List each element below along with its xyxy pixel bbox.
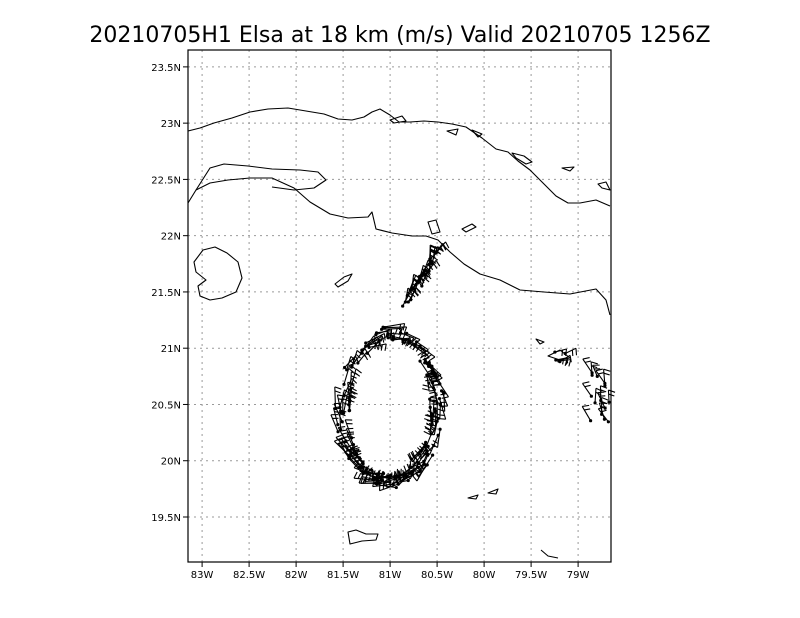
coast-cay-12 (487, 488, 499, 495)
wind-barb (424, 407, 437, 431)
y-tick-label: 23N (161, 119, 181, 130)
coast-cuba-south (187, 177, 611, 316)
x-tick-label: 82W (285, 570, 308, 581)
wind-barb (590, 361, 598, 377)
coastlines (187, 107, 611, 559)
wind-barb (431, 427, 442, 448)
wind-barb (417, 453, 435, 473)
coast-cay-13 (535, 338, 545, 345)
map-frame (187, 49, 612, 563)
y-tick-label: 20N (161, 457, 181, 468)
wind-barb (428, 363, 438, 382)
wind-barb (356, 351, 372, 365)
wind-barb (374, 330, 392, 338)
coast-cay-15 (540, 549, 559, 559)
coast-cay-2 (347, 529, 379, 545)
wind-barb (333, 402, 344, 424)
coast-cay-9 (427, 219, 441, 235)
wind-barb (359, 464, 381, 476)
wind-barb (557, 359, 572, 367)
wind-barb (347, 390, 358, 413)
coast-cay-3 (389, 115, 407, 124)
wind-barb (372, 472, 390, 481)
wind-barb (381, 322, 406, 331)
wind-barb (405, 331, 421, 345)
y-tick-label: 23.5N (151, 63, 181, 74)
plot-frame (187, 49, 612, 563)
y-tick-label: 21N (161, 344, 181, 355)
wind-barb (600, 397, 609, 416)
coast-cay-10 (461, 223, 477, 233)
wind-barb (437, 396, 447, 420)
gridlines (188, 50, 611, 562)
wind-barb (364, 474, 385, 482)
x-tick-label: 80W (473, 570, 496, 581)
coast-cuba-west-loop (195, 163, 327, 191)
wind-barb (366, 335, 385, 348)
coast-cay-11 (467, 494, 479, 500)
coast-cay-5 (471, 129, 483, 138)
coast-cuba-north (187, 107, 611, 207)
wind-barb (342, 355, 359, 370)
x-tick-label: 79.5W (515, 570, 547, 581)
coast-cay-7 (561, 166, 575, 172)
wind-barb (341, 393, 354, 415)
x-tick-label: 83W (191, 570, 214, 581)
wind-barb (428, 244, 437, 261)
x-tick-label: 80.5W (421, 570, 453, 581)
wind-barb (553, 348, 568, 357)
wind-barb (358, 476, 378, 485)
wind-barb (424, 397, 432, 422)
axis-ticks: 83W 82.5W 82W 81.5W 81W 80.5W 80W 79.5W 79W 19.5N… (151, 63, 589, 581)
wind-barb (426, 399, 436, 418)
x-tick-label: 81.5W (327, 570, 359, 581)
wind-barb (330, 414, 340, 434)
wind-barb (418, 344, 436, 362)
wind-barb (407, 443, 427, 461)
wind-barb (582, 357, 594, 375)
wind-barb (378, 482, 400, 492)
y-tick-label: 22N (161, 232, 181, 243)
coast-cay-6 (511, 152, 533, 165)
wind-barb (434, 241, 450, 255)
y-tick-label: 19.5N (151, 513, 181, 524)
wind-barb (393, 470, 414, 479)
wind-barb (348, 371, 358, 392)
y-tick-label: 21.5N (151, 288, 181, 299)
wind-barb (581, 404, 593, 423)
wind-barb (350, 350, 363, 369)
wind-barb (422, 373, 430, 391)
x-tick-label: 81W (379, 570, 402, 581)
coast-cay-8 (597, 181, 611, 191)
wind-barb (401, 340, 421, 352)
coast-isla-juventud (193, 246, 243, 301)
wind-barbs (330, 241, 616, 492)
coast-cay-4 (446, 128, 459, 136)
x-tick-label: 82.5W (233, 570, 265, 581)
wind-barb (595, 368, 607, 385)
map-title: 20210705H1 Elsa at 18 km (m/s) Valid 202… (89, 23, 710, 48)
x-tick-label: 79W (567, 570, 590, 581)
coast-cay-1 (334, 273, 353, 288)
wind-barb (345, 427, 356, 447)
wind-barb (563, 347, 578, 357)
y-tick-label: 20.5N (151, 400, 181, 411)
wind-barb (592, 364, 601, 378)
wind-barb (405, 461, 421, 480)
wind-barb (582, 381, 593, 398)
wind-barb (337, 426, 348, 443)
y-tick-label: 22.5N (151, 175, 181, 186)
